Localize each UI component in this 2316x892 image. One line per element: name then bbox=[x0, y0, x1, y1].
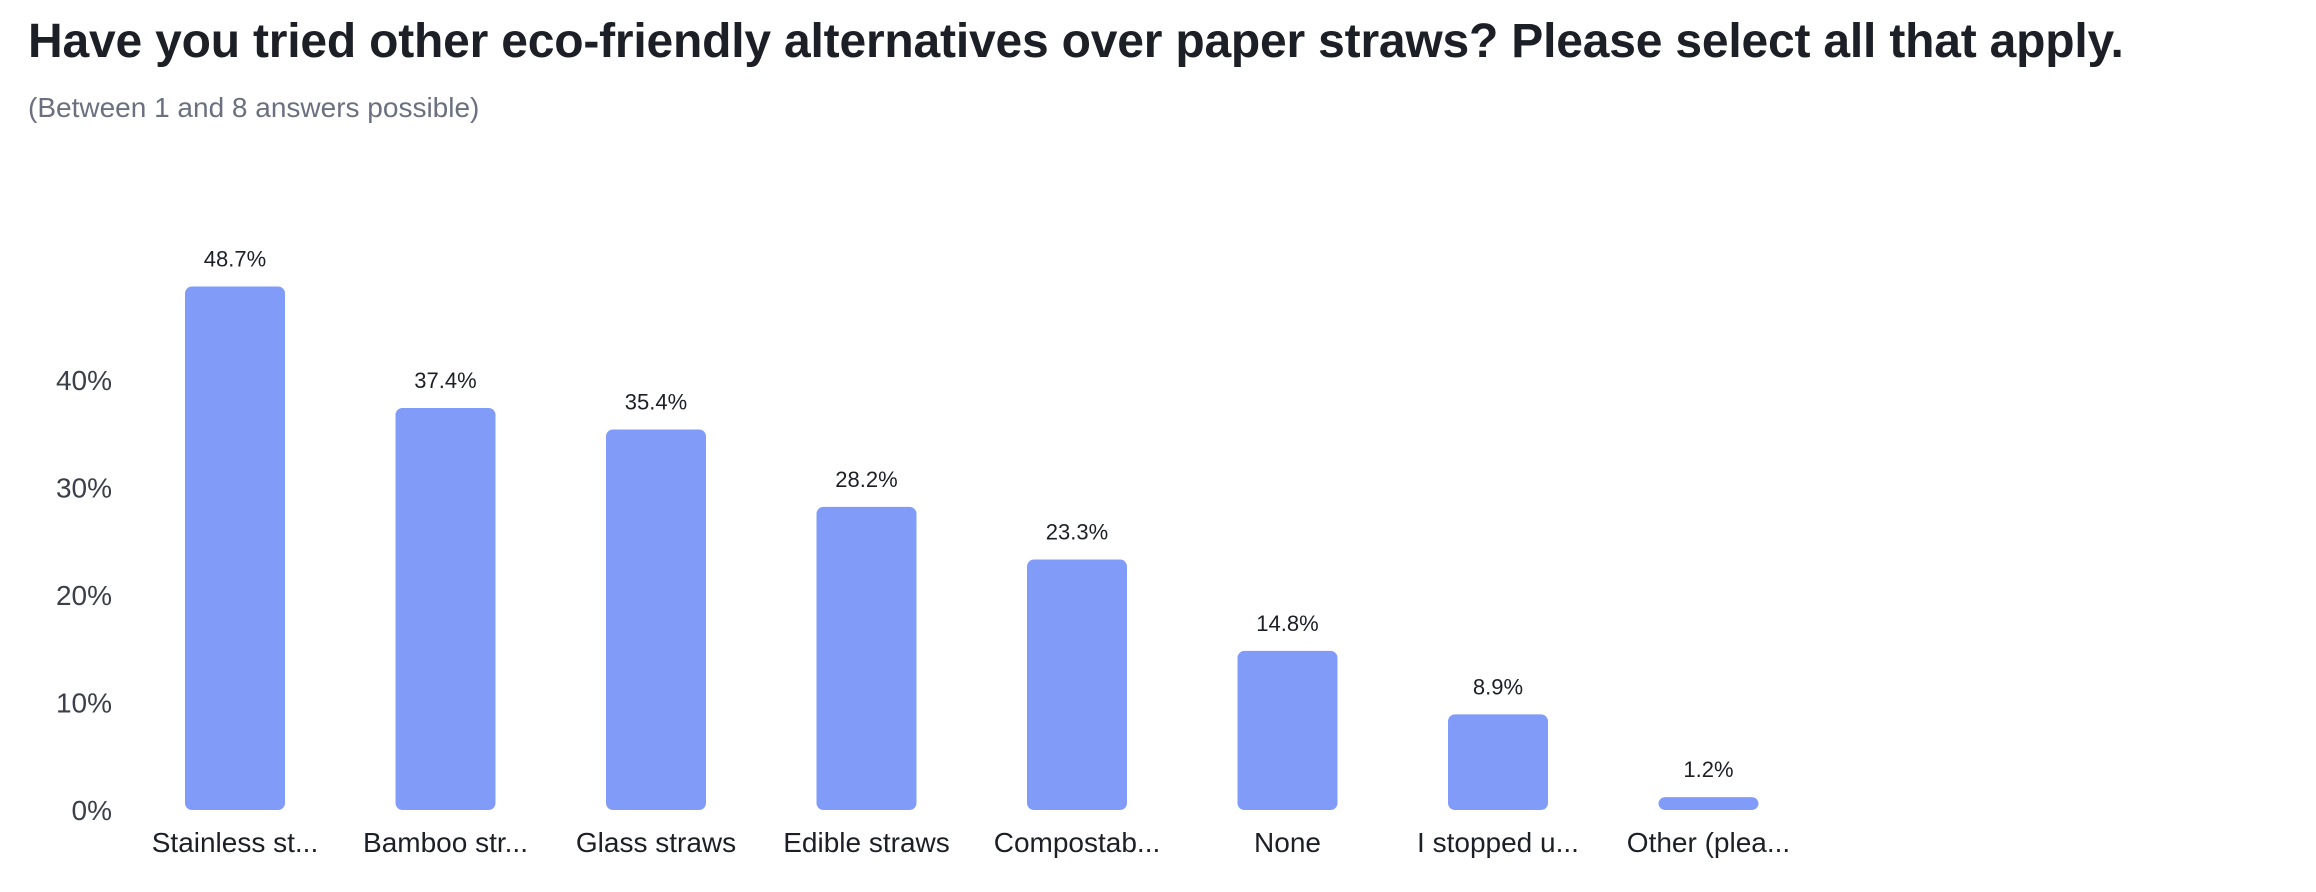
bar-value-label: 37.4% bbox=[414, 368, 476, 393]
bar[interactable] bbox=[1237, 650, 1338, 810]
bar-value-label: 35.4% bbox=[625, 389, 687, 414]
bar[interactable] bbox=[1658, 797, 1759, 810]
chart-subtitle: (Between 1 and 8 answers possible) bbox=[28, 92, 480, 123]
y-tick-label: 10% bbox=[56, 688, 112, 719]
x-category-label: Stainless st... bbox=[152, 827, 319, 858]
y-tick-label: 40% bbox=[56, 365, 112, 396]
value-labels: 48.7% 37.4% 35.4% 28.2% 23.3% 14.8% 8.9% 1.2% bbox=[204, 246, 1734, 782]
bar-value-label: 23.3% bbox=[1046, 520, 1108, 545]
y-tick-label: 0% bbox=[72, 795, 112, 826]
x-category-label: Bamboo str... bbox=[363, 827, 528, 858]
y-tick-label: 30% bbox=[56, 473, 112, 504]
bar[interactable] bbox=[395, 407, 496, 810]
x-category-label: Glass straws bbox=[576, 827, 736, 858]
x-category-label: Edible straws bbox=[783, 827, 950, 858]
chart-title: Have you tried other eco-friendly altern… bbox=[28, 15, 2124, 68]
bar[interactable] bbox=[606, 429, 706, 810]
bars bbox=[185, 286, 1759, 811]
bar-value-label: 8.9% bbox=[1473, 674, 1523, 699]
bar-value-label: 14.8% bbox=[1256, 611, 1318, 636]
bar-value-label: 1.2% bbox=[1683, 757, 1733, 782]
x-category-label: None bbox=[1254, 827, 1321, 858]
y-tick-label: 20% bbox=[56, 580, 112, 611]
y-axis: 0% 10% 20% 30% 40% bbox=[56, 365, 112, 826]
bar[interactable] bbox=[816, 506, 917, 810]
bar[interactable] bbox=[185, 286, 285, 811]
x-category-label: I stopped u... bbox=[1417, 827, 1579, 858]
x-category-label: Other (plea... bbox=[1627, 827, 1790, 858]
x-axis: Stainless st... Bamboo str... Glass straws… bbox=[152, 827, 1790, 858]
bar[interactable] bbox=[1027, 559, 1127, 810]
bar[interactable] bbox=[1448, 714, 1548, 810]
bar-value-label: 48.7% bbox=[204, 246, 266, 271]
x-category-label: Compostab... bbox=[994, 827, 1161, 858]
bar-value-label: 28.2% bbox=[835, 467, 897, 492]
